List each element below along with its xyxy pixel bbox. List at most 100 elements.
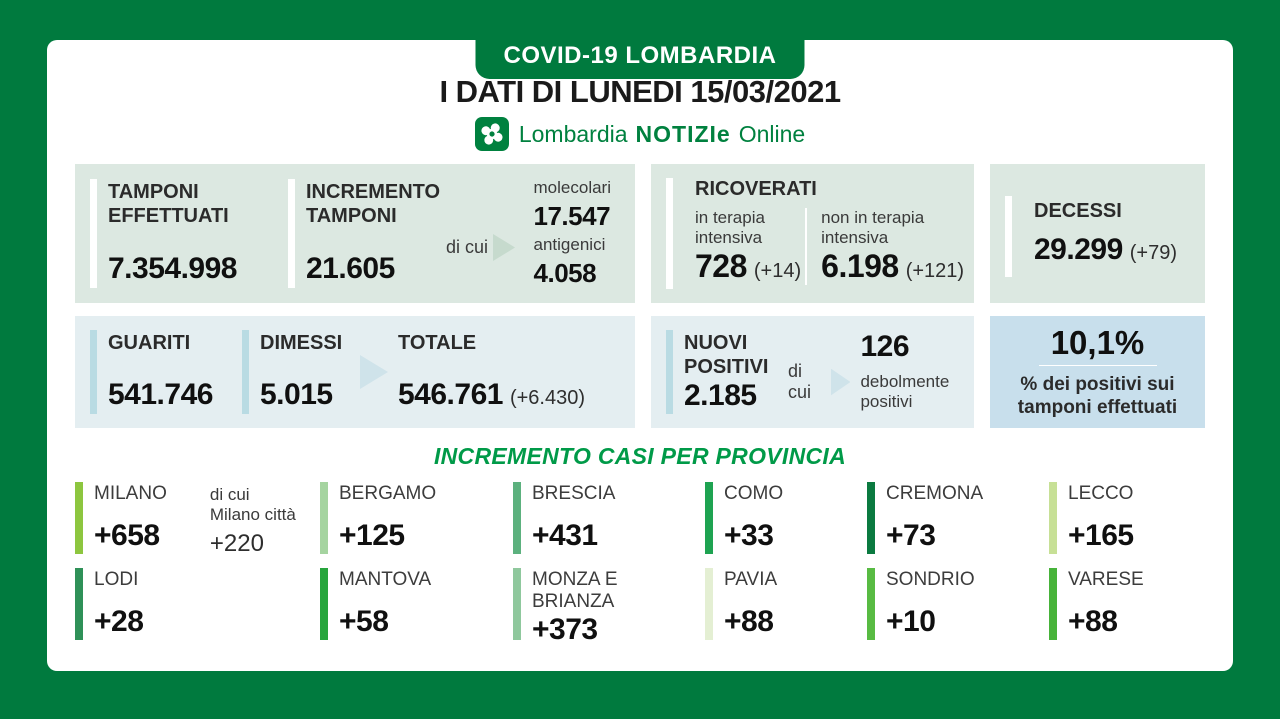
province-cell-bergamo: BERGAMO +125 (320, 482, 513, 554)
underline-divider (1038, 365, 1157, 367)
non-terapia-intensiva-label: non in terapia intensiva (821, 208, 925, 248)
province-value: +125 (339, 519, 405, 552)
antigenici-label: antigenici (533, 235, 606, 255)
tamponi-effettuati-stat: TAMPONI EFFETTUATI 7.354.998 (90, 179, 288, 288)
totale-value: 546.761 (398, 378, 503, 411)
logo-region-text: Lombardia (518, 120, 628, 147)
lombardia-rosa-camuna-icon (474, 117, 509, 151)
accent-bar (288, 179, 295, 288)
arrow-right-icon (830, 368, 851, 396)
decessi-delta: (+79) (1129, 241, 1178, 264)
non-terapia-intensiva-stat: non in terapia intensiva 6.198 (+121) (805, 208, 965, 286)
non-terapia-intensiva-value: 6.198 (821, 248, 899, 285)
positivity-rate-box: 10,1% % dei positivi sui tamponi effettu… (990, 316, 1205, 428)
province-color-bar (867, 482, 875, 554)
incremento-tamponi-value: 21.605 (306, 252, 395, 285)
page-title: I DATI DI LUNEDÌ 15/03/2021 (439, 74, 841, 109)
infographic-card: COVID-19 LOMBARDIA I DATI DI LUNEDÌ 15/0… (47, 31, 1233, 671)
province-color-bar (320, 482, 328, 554)
province-cell-sondrio: SONDRIO +10 (867, 568, 1049, 640)
non-terapia-intensiva-delta: (+121) (905, 260, 965, 283)
province-color-bar (75, 482, 83, 554)
province-cell-monza-e-brianza: MONZA E BRIANZA +373 (513, 568, 705, 646)
terapia-intensiva-value: 728 (695, 248, 747, 285)
province-color-bar (705, 568, 713, 640)
tamponi-box: TAMPONI EFFETTUATI 7.354.998 INCREMENTO … (75, 164, 635, 303)
province-value: +73 (886, 519, 936, 552)
province-cell-varese: VARESE +88 (1049, 568, 1205, 640)
province-name: MILANO (94, 483, 167, 504)
province-value: +373 (532, 612, 598, 646)
dimessi-stat: DIMESSI 5.015 (242, 330, 360, 414)
province-grid: MILANO +658 di cui Milano città +220 BER… (75, 482, 1205, 646)
province-name: MANTOVA (339, 569, 432, 590)
province-cell-pavia: PAVIA +88 (705, 568, 867, 640)
logo-suffix-text: Online (738, 120, 806, 147)
province-color-bar (320, 568, 328, 640)
province-cell-brescia: BRESCIA +431 (513, 482, 705, 554)
debolmente-positivi-label: debolmente positivi (860, 371, 950, 411)
province-value: +33 (724, 519, 774, 552)
arrow-right-icon (493, 234, 516, 261)
milano-citta-note: di cui Milano città +220 (209, 482, 302, 557)
province-cell-como: COMO +33 (705, 482, 867, 554)
di-cui-group: di cui (446, 234, 516, 261)
decessi-label: DECESSI (1034, 200, 1122, 223)
logo-brand-text: NOTIZIe (635, 120, 731, 147)
ricoverati-box: RICOVERATI in terapia intensiva 728 (+14… (651, 164, 974, 303)
province-name: BERGAMO (339, 483, 437, 504)
antigenici-value: 4.058 (533, 258, 597, 289)
decessi-value: 29.299 (1034, 232, 1123, 266)
terapia-intensiva-label: in terapia intensiva (695, 208, 765, 248)
molecolari-label: molecolari (533, 178, 611, 197)
accent-bar (90, 179, 97, 288)
province-name: LODI (94, 569, 139, 590)
province-name: BRESCIA (532, 483, 616, 504)
positivity-rate-label: % dei positivi sui tamponi effettuati (1017, 374, 1178, 419)
province-cell-lecco: LECCO +165 (1049, 482, 1205, 554)
nuovi-positivi-stat: NUOVI POSITIVI 2.185 (666, 330, 788, 414)
tamponi-breakdown: molecolari 17.547 antigenici 4.058 (534, 179, 619, 288)
province-value: +10 (886, 605, 936, 638)
nuovi-positivi-value: 2.185 (684, 379, 757, 413)
province-value: +28 (94, 605, 144, 638)
arrow-right-icon (360, 355, 388, 389)
province-color-bar (867, 568, 875, 640)
totale-label: TOTALE (398, 332, 477, 354)
accent-bar (1005, 196, 1012, 277)
province-color-bar (513, 482, 521, 554)
di-cui-label: di cui (788, 361, 812, 402)
positivity-rate-value: 10,1% (1050, 324, 1145, 361)
terapia-intensiva-delta: (+14) (753, 260, 802, 283)
totale-delta: (+6.430) (509, 387, 586, 409)
incremento-tamponi-stat: INCREMENTO TAMPONI 21.605 (288, 179, 446, 288)
guariti-label: GUARITI (108, 332, 191, 354)
province-value: +88 (724, 605, 774, 638)
guariti-stat: GUARITI 541.746 (90, 330, 242, 414)
province-color-bar (75, 568, 83, 640)
accent-bar (90, 330, 97, 414)
province-name: COMO (724, 483, 784, 504)
province-name: MONZA E BRIANZA (532, 569, 618, 612)
province-value: +431 (532, 519, 598, 552)
province-value: +88 (1068, 605, 1118, 638)
molecolari-value: 17.547 (533, 201, 611, 232)
header-badge: COVID-19 LOMBARDIA (475, 31, 805, 79)
lombardia-notizie-logo: Lombardia NOTIZIe Online (47, 117, 1233, 151)
province-cell-milano: MILANO +658 di cui Milano città +220 (75, 482, 320, 557)
tamponi-effettuati-label: TAMPONI EFFETTUATI (108, 181, 229, 227)
tamponi-effettuati-value: 7.354.998 (108, 252, 237, 285)
guariti-box: GUARITI 541.746 DIMESSI 5.015 TOTALE (75, 316, 635, 428)
province-value: +658 (94, 519, 160, 552)
guariti-value: 541.746 (108, 378, 213, 411)
ricoverati-title: RICOVERATI (695, 178, 817, 200)
province-name: PAVIA (724, 569, 778, 590)
nuovi-positivi-label: NUOVI POSITIVI (684, 332, 769, 378)
province-cell-lodi: LODI +28 (75, 568, 320, 640)
nuovi-positivi-box: NUOVI POSITIVI 2.185 di cui 126 debolmen… (651, 316, 974, 428)
dimessi-label: DIMESSI (260, 332, 343, 354)
province-name: SONDRIO (886, 569, 975, 590)
accent-bar (242, 330, 249, 414)
milano-citta-label: di cui Milano città (209, 485, 296, 525)
accent-bar (666, 330, 673, 414)
